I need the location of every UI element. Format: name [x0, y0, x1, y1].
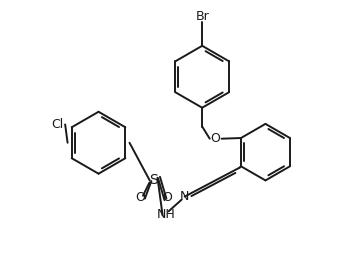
Text: N: N — [180, 190, 189, 203]
Text: NH: NH — [157, 208, 175, 221]
Text: S: S — [149, 174, 158, 187]
Text: O: O — [135, 191, 145, 205]
Text: O: O — [211, 132, 221, 145]
Text: O: O — [162, 191, 172, 205]
Text: Cl: Cl — [51, 118, 64, 131]
Text: Br: Br — [195, 10, 209, 23]
